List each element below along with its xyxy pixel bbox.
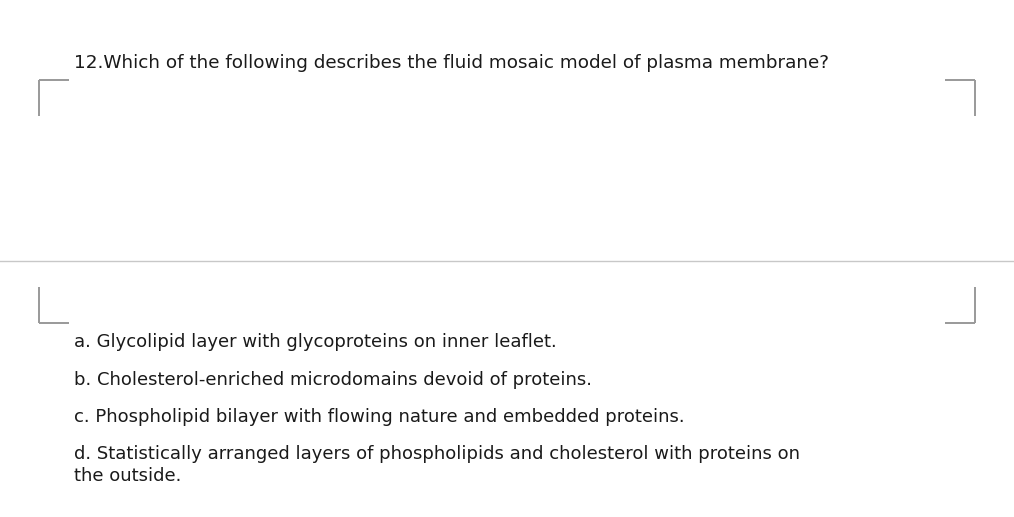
Text: d. Statistically arranged layers of phospholipids and cholesterol with proteins : d. Statistically arranged layers of phos… bbox=[74, 445, 800, 485]
Text: 12.Which of the following describes the fluid mosaic model of plasma membrane?: 12.Which of the following describes the … bbox=[74, 54, 829, 72]
Text: a. Glycolipid layer with glycoproteins on inner leaflet.: a. Glycolipid layer with glycoproteins o… bbox=[74, 333, 557, 352]
Text: b. Cholesterol-enriched microdomains devoid of proteins.: b. Cholesterol-enriched microdomains dev… bbox=[74, 371, 592, 389]
Text: c. Phospholipid bilayer with flowing nature and embedded proteins.: c. Phospholipid bilayer with flowing nat… bbox=[74, 408, 684, 426]
